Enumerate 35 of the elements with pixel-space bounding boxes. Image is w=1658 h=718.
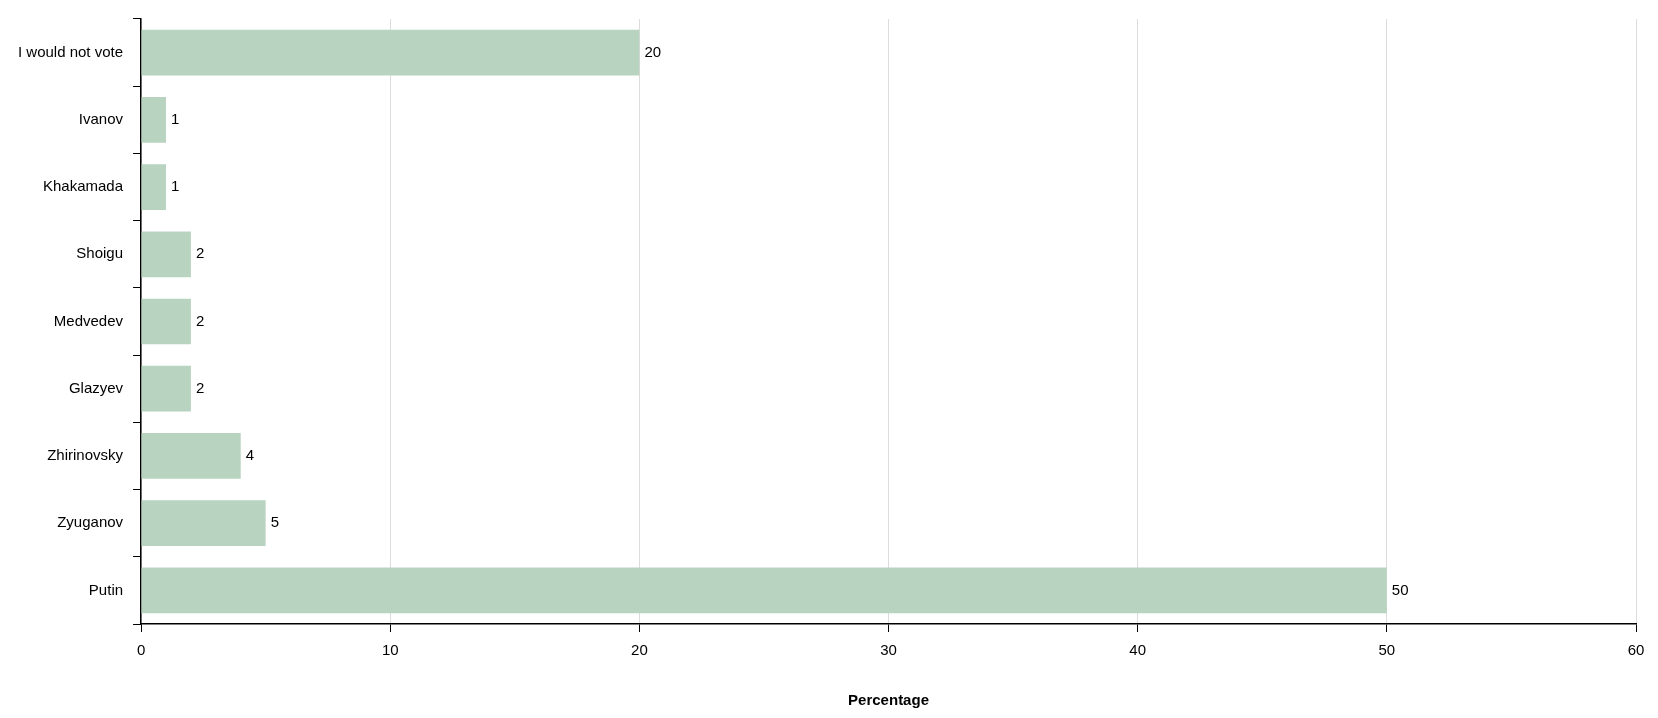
y-tick-label: Zhirinovsky — [47, 446, 124, 464]
bar — [141, 164, 166, 210]
bar — [141, 365, 191, 412]
data-label: 20 — [644, 42, 662, 60]
bar — [141, 231, 191, 278]
data-label: 50 — [1391, 580, 1409, 598]
y-tick-label: Medvedev — [53, 311, 124, 329]
x-tick-label: 50 — [1378, 641, 1396, 659]
x-tick-label: 20 — [631, 641, 648, 659]
bar — [141, 298, 191, 345]
bar — [141, 29, 640, 76]
x-tick-label: 10 — [381, 641, 399, 659]
data-label: 2 — [195, 311, 205, 329]
x-tick-label: 60 — [1627, 641, 1645, 659]
x-axis-title: Percentage — [848, 691, 929, 709]
data-label: 1 — [170, 177, 180, 195]
x-tick-label: 40 — [1129, 641, 1147, 659]
bar — [141, 96, 166, 143]
x-tick-label: 0 — [136, 641, 146, 659]
x-tick-label: 30 — [880, 641, 897, 659]
y-tick-label: I would not vote — [17, 42, 124, 60]
y-tick-label: Zyuganov — [57, 513, 124, 531]
data-label: 2 — [195, 244, 205, 262]
bar — [141, 500, 266, 547]
y-tick-label: Putin — [88, 580, 124, 598]
data-label: 5 — [270, 513, 279, 531]
bar — [141, 567, 1387, 614]
y-tick-label: Glazyev — [68, 378, 124, 396]
data-label: 4 — [245, 446, 255, 464]
bar — [141, 433, 241, 479]
y-tick-label: Shoigu — [76, 244, 124, 262]
y-tick-label: Ivanov — [78, 109, 124, 127]
y-tick-label: Khakamada — [43, 177, 124, 195]
data-label: 1 — [170, 109, 180, 127]
data-label: 2 — [195, 378, 205, 396]
